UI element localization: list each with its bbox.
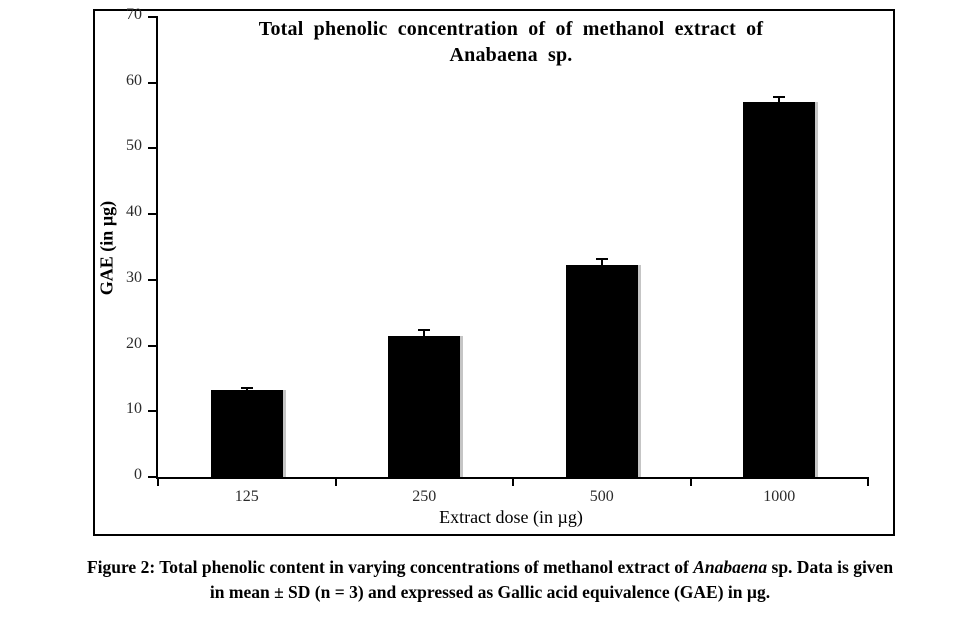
x-axis-tick-label: 125 xyxy=(234,488,259,505)
y-axis-tick-label: 0 xyxy=(134,466,142,483)
chart-title-line1: Total phenolic concentration of of metha… xyxy=(258,18,764,40)
y-axis-tick-label: 60 xyxy=(126,71,142,89)
error-bar-cap xyxy=(773,96,786,99)
x-axis-title: Extract dose (in µg) xyxy=(439,507,583,527)
error-bar-cap xyxy=(595,257,608,260)
caption-line2: in mean ± SD (n = 3) and expressed as Ga… xyxy=(209,582,771,602)
error-bar-cap xyxy=(418,329,431,332)
y-axis-tick xyxy=(148,410,158,413)
y-axis-tick-label: 30 xyxy=(126,268,142,286)
bar xyxy=(388,335,461,477)
y-axis-tick-label: 20 xyxy=(126,334,142,352)
chart-title-line2: Anabaena sp. xyxy=(449,44,573,66)
x-axis-tick xyxy=(512,477,514,486)
error-bar-cap xyxy=(240,386,253,389)
y-axis-tick-label: 10 xyxy=(126,400,142,418)
bar xyxy=(565,265,638,477)
x-axis-tick xyxy=(157,477,159,486)
y-axis-tick-label: 70 xyxy=(126,6,142,23)
error-bar-line xyxy=(245,387,248,391)
y-axis-tick xyxy=(148,213,158,216)
y-axis-tick xyxy=(148,147,158,150)
figure-caption: Figure 2: Total phenolic content in vary… xyxy=(0,555,980,605)
error-bar-line xyxy=(423,330,426,336)
error-bar-line xyxy=(778,97,781,102)
x-axis-tick xyxy=(867,477,869,486)
caption-line1-pre: Figure 2: Total phenolic content in vary… xyxy=(86,557,694,577)
caption-line1: Figure 2: Total phenolic content in vary… xyxy=(0,555,980,580)
chart-title: Total phenolic concentration of of metha… xyxy=(156,16,866,68)
x-axis-tick-label: 250 xyxy=(412,488,437,505)
x-axis-tick-label: 1000 xyxy=(763,488,796,505)
caption-line1-post: sp. Data is given xyxy=(767,557,894,577)
x-axis-tick-label: 500 xyxy=(589,488,614,505)
y-axis-tick xyxy=(148,344,158,347)
y-axis-tick-label: 40 xyxy=(126,203,142,221)
x-axis-tick xyxy=(689,477,692,486)
plot-area: 0 10 20 30 40 50 60 70 125 250 500 1000 xyxy=(126,6,869,505)
bar xyxy=(210,390,283,477)
y-axis-tick xyxy=(148,278,158,281)
y-axis-tick xyxy=(148,16,158,18)
y-axis-tick-label: 50 xyxy=(126,137,142,155)
y-axis-tick xyxy=(148,81,158,84)
caption-species-italic: Anabaena xyxy=(693,557,768,577)
x-axis-tick xyxy=(334,477,337,486)
y-axis-tick xyxy=(148,476,158,478)
bar xyxy=(743,101,816,477)
error-bar-line xyxy=(600,258,603,266)
